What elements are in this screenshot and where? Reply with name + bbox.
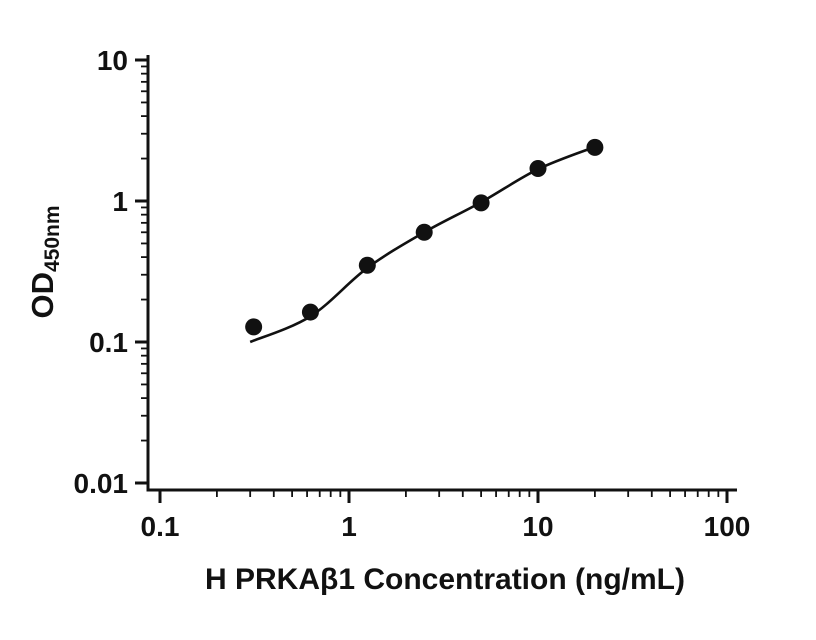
data-point xyxy=(586,138,604,156)
data-point xyxy=(529,160,547,178)
y-tick-label: 0.1 xyxy=(89,327,128,358)
y-tick-label: 1 xyxy=(112,186,128,217)
x-tick-label: 100 xyxy=(704,511,751,542)
y-tick-label: 10 xyxy=(97,45,128,76)
x-tick-label: 1 xyxy=(341,511,357,542)
data-point xyxy=(301,303,319,321)
data-point xyxy=(358,256,376,274)
y-tick-label: 0.01 xyxy=(74,468,129,499)
fit-curve xyxy=(249,145,596,344)
y-axis-title-text: OD450nm xyxy=(25,205,65,318)
data-point xyxy=(415,223,433,241)
data-point xyxy=(472,194,490,212)
x-axis-title: H PRKAβ1 Concentration (ng/mL) xyxy=(205,563,685,596)
y-axis-title-main: OD xyxy=(25,272,60,319)
y-axis-title-subscript: 450nm xyxy=(41,205,64,273)
x-tick-label: 0.1 xyxy=(141,511,180,542)
data-point xyxy=(245,318,263,336)
x-tick-label: 10 xyxy=(522,511,553,542)
